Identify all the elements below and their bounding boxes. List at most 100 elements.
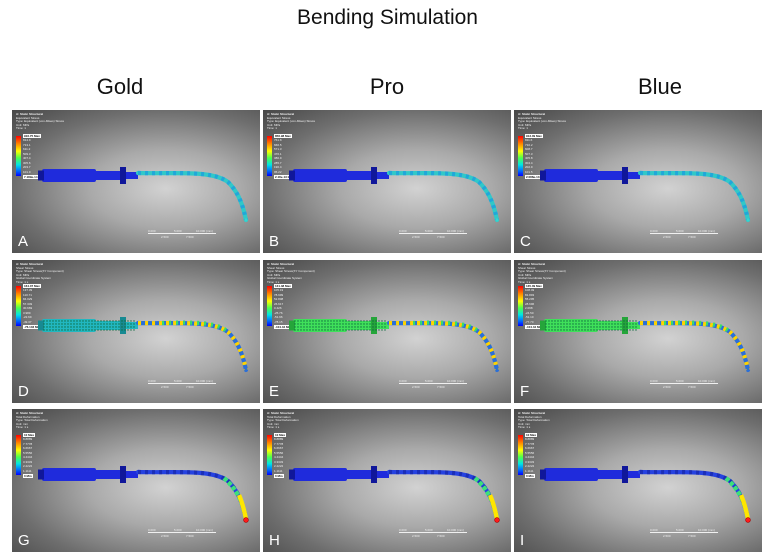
endodontic-file-model	[540, 317, 751, 373]
mesh-dot	[64, 329, 66, 331]
panel-header-line: Type: Equivalent (von-Mises) Stress	[518, 119, 567, 124]
panel-header-line: Global Coordinate System	[16, 276, 52, 281]
mesh-dot	[384, 320, 386, 322]
mesh-dot	[372, 323, 374, 325]
mesh-dot	[378, 326, 380, 328]
mesh-dot	[375, 323, 377, 325]
mesh-dot	[578, 323, 580, 325]
panel-header: A: Static Structural Shear Stress Type: Sh…	[267, 262, 315, 285]
mesh-dot	[605, 320, 607, 322]
mesh-dot	[342, 329, 344, 331]
mesh-dot	[127, 323, 129, 325]
mesh-dot	[372, 329, 374, 331]
mesh-dot	[617, 329, 619, 331]
scale-bar: 0.000 5.000 10.000 (mm) 2.500 7.500	[148, 229, 216, 239]
handle-collar	[371, 466, 377, 483]
mesh-dot	[312, 329, 314, 331]
panel-header-line: Type: Shear Stress(XY Component)	[518, 269, 566, 274]
mesh-dot	[548, 329, 550, 331]
mesh-dot	[593, 326, 595, 328]
mesh-dot	[620, 320, 622, 322]
panel-header-line: Unit: MPa	[16, 272, 30, 277]
mesh-dot	[599, 323, 601, 325]
mesh-dot	[303, 326, 305, 328]
panel-header-line: Time: 1	[518, 126, 528, 131]
mesh-dot	[300, 320, 302, 322]
flute-twist-green	[161, 320, 230, 334]
mesh-dot	[327, 323, 329, 325]
mesh-dot	[124, 320, 126, 322]
mesh-dot	[315, 329, 317, 331]
working-flutes	[386, 469, 500, 522]
mesh-dot	[73, 323, 75, 325]
mesh-dot	[578, 326, 580, 328]
mesh-dot	[121, 329, 123, 331]
mesh-dot	[626, 326, 628, 328]
mesh-dot	[91, 320, 93, 322]
scale-tick-label: 5.000	[676, 528, 684, 532]
legend-value-label: -22.69	[23, 315, 32, 319]
handle-grip	[544, 319, 598, 332]
mesh-dot	[303, 323, 305, 325]
mesh-dot	[369, 326, 371, 328]
mesh-dot	[635, 326, 637, 328]
mesh-dot	[318, 323, 320, 325]
legend-value-label: 405.8	[525, 156, 533, 160]
mesh-dot	[572, 329, 574, 331]
working-flutes	[386, 320, 500, 373]
mesh-dot	[587, 323, 589, 325]
panel-header: A: Static Structural Total Deformation Typ…	[16, 411, 48, 430]
tip-gradient-yellow	[487, 494, 500, 520]
simulation-panel-i: A: Static Structural Total Deformation Typ…	[514, 409, 762, 552]
scale-tick-label: 7.500	[186, 534, 194, 538]
panel-header: A: Static Structural Equivalent Stress Typ…	[518, 112, 567, 131]
legend-value-label: 407.4	[23, 156, 31, 160]
mesh-dot	[306, 329, 308, 331]
mesh-dot	[127, 326, 129, 328]
scale-tick-label: 0.000	[650, 528, 658, 532]
scale-bar: 0.000 5.000 10.000 (mm) 2.500 7.500	[650, 379, 718, 389]
mesh-dot	[67, 329, 69, 331]
mesh-dot	[575, 329, 577, 331]
mesh-dot	[133, 329, 135, 331]
mesh-dot	[563, 329, 565, 331]
scale-tick-label: 2.500	[412, 534, 420, 538]
mesh-dot	[608, 323, 610, 325]
flute-twist	[639, 320, 751, 371]
mesh-dot	[363, 323, 365, 325]
legend-value-label: 611.2	[23, 147, 31, 151]
mesh-dot	[61, 326, 63, 328]
mesh-dot	[85, 329, 87, 331]
tip-gradient-yellow	[236, 494, 249, 520]
mesh-dot	[575, 326, 577, 328]
mesh-dot	[345, 323, 347, 325]
color-legend-bar	[267, 136, 272, 176]
mesh-dot	[560, 320, 562, 322]
mesh-dot	[602, 323, 604, 325]
mesh-dot	[548, 320, 550, 322]
scale-tick-label: 0.000	[650, 229, 658, 233]
panel-header: A: Static Structural Shear Stress Type: Sh…	[518, 262, 566, 285]
scale-tick-label: 10.000 (mm)	[698, 229, 716, 233]
legend-value-label: 761.8	[274, 138, 282, 142]
mesh-dot	[297, 323, 299, 325]
mesh-dot	[566, 320, 568, 322]
mesh-dot	[372, 320, 374, 322]
panel-header-line: Time: 1 s	[267, 279, 280, 284]
mesh-dot	[363, 326, 365, 328]
mesh-dot	[106, 329, 108, 331]
mesh-dot	[85, 323, 87, 325]
legend-value-label: 666.5	[274, 142, 282, 147]
mesh-dot	[557, 320, 559, 322]
panel-header: A: Static Structural Equivalent Stress Typ…	[16, 112, 64, 131]
mesh-dot	[327, 320, 329, 322]
legend-value-label: 4.4444	[274, 455, 284, 459]
tip-max-deformation	[745, 517, 751, 523]
mesh-dot	[133, 326, 135, 328]
mesh-dot	[67, 320, 69, 322]
panel-header-line: Time: 1 s	[267, 425, 280, 430]
mesh-dot	[602, 329, 604, 331]
scale-bar: 0.000 5.000 10.000 (mm) 2.500 7.500	[650, 229, 718, 239]
mesh-dot	[623, 326, 625, 328]
handle-neck	[598, 321, 622, 330]
